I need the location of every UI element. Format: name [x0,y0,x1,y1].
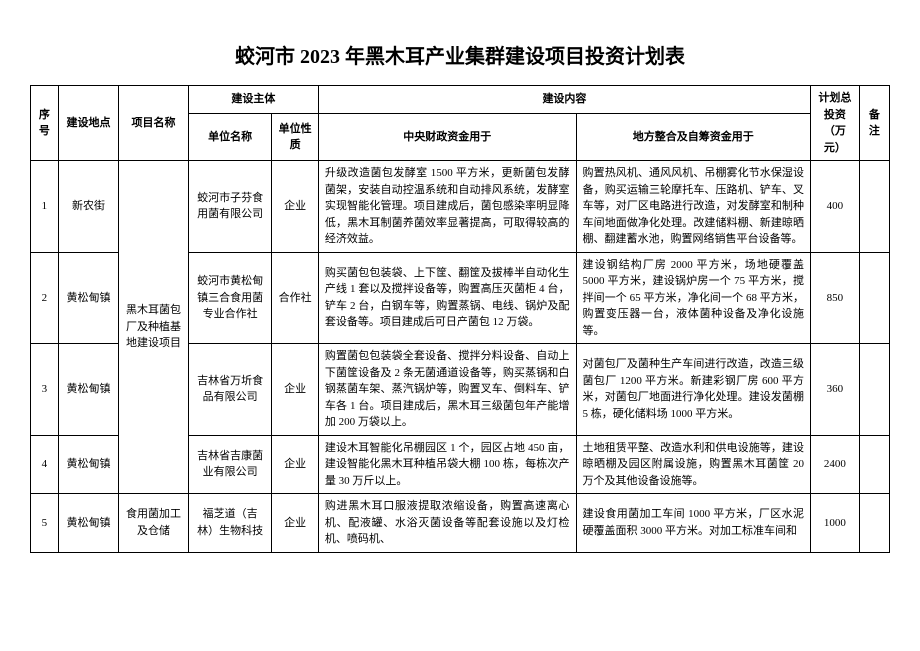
header-subject-group: 建设主体 [188,86,318,114]
cell-central: 升级改造菌包发酵室 1500 平方米，更新菌包发酵菌架，安装自动控温系统和自动排… [318,161,576,253]
cell-unit-nature: 企业 [272,435,318,494]
cell-project: 食用菌加工及仓储 [119,494,189,553]
cell-invest: 850 [811,252,860,344]
cell-seq: 5 [31,494,59,553]
cell-invest: 1000 [811,494,860,553]
cell-unit-name: 蛟河市黄松甸镇三合食用菌专业合作社 [188,252,272,344]
cell-invest: 2400 [811,435,860,494]
investment-table: 序号 建设地点 项目名称 建设主体 建设内容 计划总投资（万元） 备注 单位名称… [30,85,890,553]
cell-remark [859,435,889,494]
cell-invest: 400 [811,161,860,253]
cell-central: 建设木耳智能化吊棚园区 1 个，园区占地 450 亩，建设智能化黑木耳种植吊袋大… [318,435,576,494]
cell-unit-nature: 企业 [272,344,318,436]
cell-unit-nature: 合作社 [272,252,318,344]
cell-seq: 2 [31,252,59,344]
header-remark: 备注 [859,86,889,161]
cell-central: 购买菌包包装袋、上下筐、翻筐及拔棒半自动化生产线 1 套以及搅拌设备等，购置高压… [318,252,576,344]
cell-local: 土地租赁平整、改造水利和供电设施等，建设晾晒棚及园区附属设施，购置黑木耳菌筐 2… [576,435,810,494]
cell-remark [859,161,889,253]
header-content-group: 建设内容 [318,86,810,114]
header-local-fund: 地方整合及自筹资金用于 [576,114,810,161]
cell-seq: 1 [31,161,59,253]
header-seq: 序号 [31,86,59,161]
cell-local: 建设钢结构厂房 2000 平方米，场地硬覆盖5000 平方米，建设锅炉房一个 7… [576,252,810,344]
cell-unit-nature: 企业 [272,161,318,253]
cell-unit-nature: 企业 [272,494,318,553]
cell-unit-name: 吉林省万圻食品有限公司 [188,344,272,436]
cell-remark [859,344,889,436]
cell-unit-name: 福芝道（吉林）生物科技 [188,494,272,553]
cell-remark [859,494,889,553]
header-central-fund: 中央财政资金用于 [318,114,576,161]
header-unit-name: 单位名称 [188,114,272,161]
cell-unit-name: 蛟河市子芬食用菌有限公司 [188,161,272,253]
header-total-invest: 计划总投资（万元） [811,86,860,161]
cell-invest: 360 [811,344,860,436]
cell-project-group: 黑木耳菌包厂及种植基地建设项目 [119,161,189,494]
cell-location: 黄松甸镇 [58,435,118,494]
table-row: 1 新农街 黑木耳菌包厂及种植基地建设项目 蛟河市子芬食用菌有限公司 企业 升级… [31,161,890,253]
cell-seq: 3 [31,344,59,436]
cell-remark [859,252,889,344]
cell-central: 购进黑木耳口服液提取浓缩设备，购置高速离心机、配液罐、水浴灭菌设备等配套设施以及… [318,494,576,553]
cell-location: 黄松甸镇 [58,344,118,436]
cell-unit-name: 吉林省吉康菌业有限公司 [188,435,272,494]
page-title: 蛟河市 2023 年黑木耳产业集群建设项目投资计划表 [30,40,890,69]
table-row: 5 黄松甸镇 食用菌加工及仓储 福芝道（吉林）生物科技 企业 购进黑木耳口服液提… [31,494,890,553]
header-project: 项目名称 [119,86,189,161]
header-unit-nature: 单位性质 [272,114,318,161]
cell-location: 黄松甸镇 [58,252,118,344]
header-location: 建设地点 [58,86,118,161]
cell-location: 黄松甸镇 [58,494,118,553]
cell-local: 建设食用菌加工车间 1000 平方米，厂区水泥硬覆盖面积 3000 平方米。对加… [576,494,810,553]
cell-local: 对菌包厂及菌种生产车间进行改造，改造三级菌包厂 1200 平方米。新建彩钢厂房 … [576,344,810,436]
cell-seq: 4 [31,435,59,494]
cell-local: 购置热风机、通风风机、吊棚雾化节水保湿设备，购买运输三轮摩托车、压路机、铲车、叉… [576,161,810,253]
cell-central: 购置菌包包装袋全套设备、搅拌分料设备、自动上下菌筐设备及 2 条无菌通道设备等，… [318,344,576,436]
cell-location: 新农街 [58,161,118,253]
